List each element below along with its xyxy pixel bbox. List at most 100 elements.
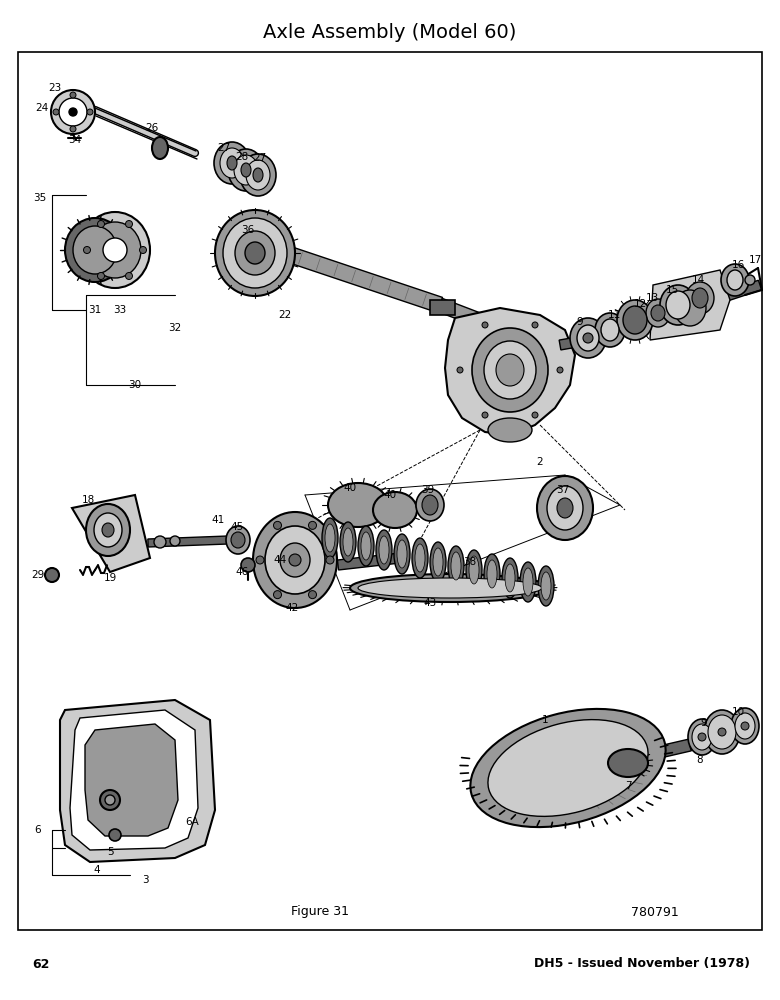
Ellipse shape bbox=[214, 142, 250, 184]
Text: 17: 17 bbox=[748, 255, 761, 265]
Ellipse shape bbox=[595, 313, 625, 347]
Circle shape bbox=[103, 238, 127, 262]
Circle shape bbox=[241, 558, 255, 572]
Ellipse shape bbox=[80, 212, 150, 288]
Ellipse shape bbox=[86, 504, 130, 556]
Text: 6A: 6A bbox=[185, 817, 199, 827]
Polygon shape bbox=[445, 308, 575, 435]
Ellipse shape bbox=[253, 512, 337, 608]
Ellipse shape bbox=[59, 98, 87, 126]
Ellipse shape bbox=[253, 168, 263, 182]
Ellipse shape bbox=[469, 556, 479, 584]
Ellipse shape bbox=[472, 328, 548, 412]
Ellipse shape bbox=[69, 108, 77, 116]
Polygon shape bbox=[430, 300, 455, 315]
Text: Axle Assembly (Model 60): Axle Assembly (Model 60) bbox=[264, 22, 516, 41]
Polygon shape bbox=[598, 280, 761, 343]
Ellipse shape bbox=[523, 568, 533, 596]
Ellipse shape bbox=[721, 264, 749, 296]
Circle shape bbox=[457, 367, 463, 373]
Polygon shape bbox=[690, 736, 721, 749]
Ellipse shape bbox=[704, 710, 740, 754]
Ellipse shape bbox=[484, 554, 500, 594]
Ellipse shape bbox=[280, 543, 310, 577]
Text: 16: 16 bbox=[732, 260, 745, 270]
Circle shape bbox=[745, 275, 755, 285]
Text: 29: 29 bbox=[31, 570, 44, 580]
Text: 32: 32 bbox=[168, 323, 182, 333]
Circle shape bbox=[309, 521, 317, 529]
Ellipse shape bbox=[502, 558, 518, 598]
Polygon shape bbox=[650, 270, 730, 340]
Circle shape bbox=[109, 829, 121, 841]
Ellipse shape bbox=[227, 156, 237, 170]
Ellipse shape bbox=[234, 155, 258, 185]
Text: 27: 27 bbox=[218, 143, 231, 153]
Ellipse shape bbox=[350, 574, 550, 602]
Ellipse shape bbox=[358, 578, 542, 598]
Text: 15: 15 bbox=[665, 285, 679, 295]
Ellipse shape bbox=[223, 218, 287, 288]
Circle shape bbox=[326, 556, 334, 564]
Circle shape bbox=[718, 728, 726, 736]
Ellipse shape bbox=[65, 218, 125, 282]
Circle shape bbox=[93, 240, 113, 260]
Ellipse shape bbox=[215, 210, 295, 296]
Ellipse shape bbox=[727, 270, 743, 290]
Ellipse shape bbox=[340, 522, 356, 562]
Ellipse shape bbox=[412, 538, 428, 578]
Text: 1: 1 bbox=[541, 715, 548, 725]
Polygon shape bbox=[85, 724, 178, 836]
Text: 43: 43 bbox=[424, 598, 437, 608]
Ellipse shape bbox=[231, 532, 245, 548]
Circle shape bbox=[698, 733, 706, 741]
Ellipse shape bbox=[220, 148, 244, 178]
Text: 10: 10 bbox=[732, 707, 745, 717]
Ellipse shape bbox=[397, 540, 407, 568]
Text: 33: 33 bbox=[113, 305, 126, 315]
Polygon shape bbox=[72, 495, 150, 572]
Ellipse shape bbox=[692, 724, 712, 750]
Text: 9: 9 bbox=[700, 718, 707, 728]
Circle shape bbox=[100, 790, 120, 810]
Text: 62: 62 bbox=[32, 958, 49, 970]
Ellipse shape bbox=[328, 483, 388, 527]
Ellipse shape bbox=[488, 418, 532, 442]
Ellipse shape bbox=[241, 163, 251, 177]
Ellipse shape bbox=[735, 713, 755, 739]
Text: 44: 44 bbox=[273, 555, 286, 565]
Ellipse shape bbox=[430, 542, 446, 582]
Ellipse shape bbox=[51, 90, 95, 134]
Ellipse shape bbox=[674, 290, 706, 326]
Text: 6: 6 bbox=[34, 825, 41, 835]
Ellipse shape bbox=[240, 154, 276, 196]
Text: 36: 36 bbox=[241, 225, 254, 235]
Circle shape bbox=[170, 536, 180, 546]
Ellipse shape bbox=[94, 513, 122, 547]
Text: 14: 14 bbox=[691, 275, 704, 285]
Circle shape bbox=[70, 126, 76, 132]
Text: 24: 24 bbox=[35, 103, 48, 113]
Circle shape bbox=[532, 322, 538, 328]
Polygon shape bbox=[438, 298, 502, 335]
Ellipse shape bbox=[496, 354, 524, 386]
Polygon shape bbox=[282, 245, 442, 313]
Circle shape bbox=[126, 272, 133, 279]
Ellipse shape bbox=[416, 489, 444, 521]
Text: 11: 11 bbox=[608, 310, 621, 320]
Ellipse shape bbox=[102, 523, 114, 537]
Polygon shape bbox=[148, 536, 228, 547]
Text: 41: 41 bbox=[211, 515, 225, 525]
Polygon shape bbox=[624, 739, 691, 766]
Text: 38: 38 bbox=[463, 557, 477, 567]
Circle shape bbox=[532, 412, 538, 418]
Circle shape bbox=[274, 591, 282, 599]
Circle shape bbox=[583, 333, 593, 343]
Text: 30: 30 bbox=[129, 380, 141, 390]
Text: 45: 45 bbox=[230, 522, 243, 532]
Circle shape bbox=[482, 412, 488, 418]
Text: 22: 22 bbox=[278, 310, 292, 320]
Text: 9: 9 bbox=[576, 317, 583, 327]
Ellipse shape bbox=[75, 220, 131, 280]
Ellipse shape bbox=[415, 544, 425, 572]
